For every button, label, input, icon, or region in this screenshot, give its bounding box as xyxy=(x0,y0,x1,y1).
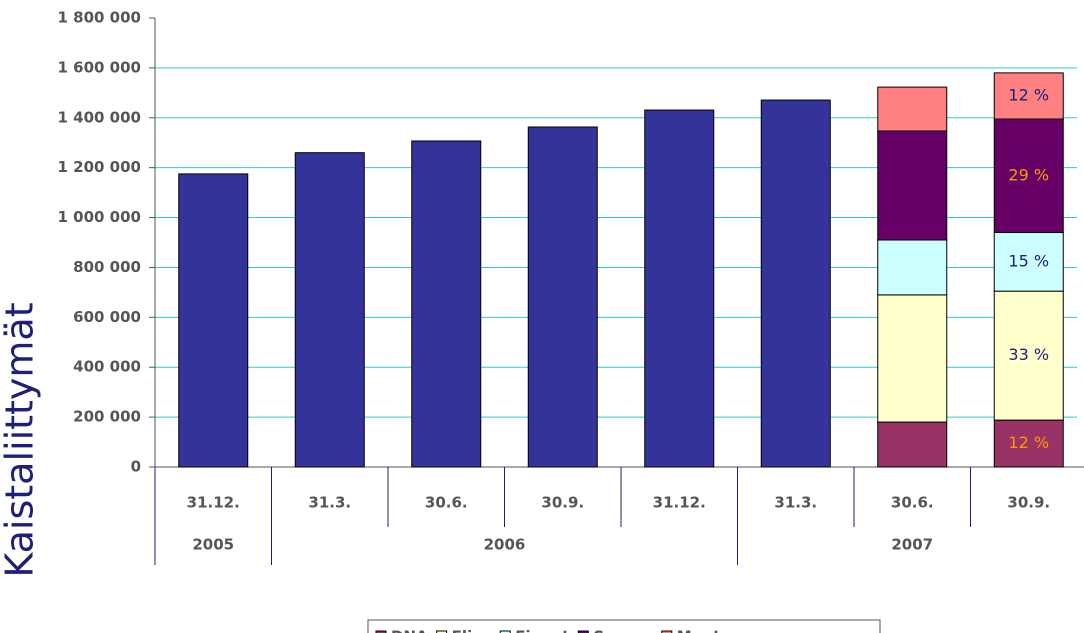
y-axis-title: Kaistaliittymät xyxy=(0,302,42,577)
bar xyxy=(294,152,365,468)
x-tick-label: 30.6. xyxy=(425,494,468,512)
legend-label: DNA xyxy=(391,628,428,633)
legend-label: Muut xyxy=(677,628,720,633)
y-tick-label: 200 000 xyxy=(73,408,141,426)
x-tick-label: 31.12. xyxy=(653,494,706,512)
bar-segment xyxy=(993,419,1064,468)
y-tick-label: 0 xyxy=(131,458,141,476)
x-tick-label: 30.9. xyxy=(541,494,584,512)
bar xyxy=(527,126,598,468)
data-label: 29 % xyxy=(1008,165,1049,184)
legend-box xyxy=(367,619,881,633)
data-label: 33 % xyxy=(1008,345,1049,364)
legend-swatch xyxy=(577,630,589,633)
x-tick-label: 31.12. xyxy=(187,494,240,512)
year-label: 2005 xyxy=(192,536,234,554)
y-tick-label: 1 400 000 xyxy=(57,108,141,126)
bar-segment xyxy=(993,72,1064,120)
bar-segment xyxy=(877,239,948,296)
legend-label: Finnet xyxy=(515,628,569,633)
bar-segment xyxy=(877,421,948,468)
data-label: 15 % xyxy=(1008,251,1049,270)
y-tick-label: 600 000 xyxy=(73,308,141,326)
y-tick-label: 1 000 000 xyxy=(57,208,141,226)
y-tick-label: 1 800 000 xyxy=(57,9,141,27)
x-tick-label: 30.9. xyxy=(1007,494,1050,512)
year-label: 2006 xyxy=(484,536,526,554)
x-tick-label: 30.6. xyxy=(891,494,934,512)
year-label: 2007 xyxy=(891,536,933,554)
bar-segment xyxy=(993,290,1064,421)
bar xyxy=(178,173,249,468)
data-label: 12 % xyxy=(1008,433,1049,452)
x-tick-label: 31.3. xyxy=(308,494,351,512)
bar-segment xyxy=(877,130,948,241)
data-label: 12 % xyxy=(1008,85,1049,104)
legend-swatch xyxy=(661,630,673,633)
bar-segment xyxy=(993,232,1064,292)
y-tick-label: 400 000 xyxy=(73,358,141,376)
legend-label: Sonera xyxy=(593,628,652,633)
x-tick-label: 31.3. xyxy=(774,494,817,512)
bar xyxy=(760,99,831,468)
bar-segment xyxy=(877,86,948,132)
bar-segment xyxy=(993,118,1064,234)
bar xyxy=(411,140,482,468)
bar xyxy=(644,109,715,468)
legend-swatch xyxy=(499,630,511,633)
y-tick-label: 1 600 000 xyxy=(57,58,141,76)
y-tick-label: 1 200 000 xyxy=(57,158,141,176)
legend-label: Elisa xyxy=(452,628,492,633)
y-tick-label: 800 000 xyxy=(73,258,141,276)
legend-swatch xyxy=(375,630,387,633)
legend-swatch xyxy=(436,630,448,633)
bar-segment xyxy=(877,294,948,423)
